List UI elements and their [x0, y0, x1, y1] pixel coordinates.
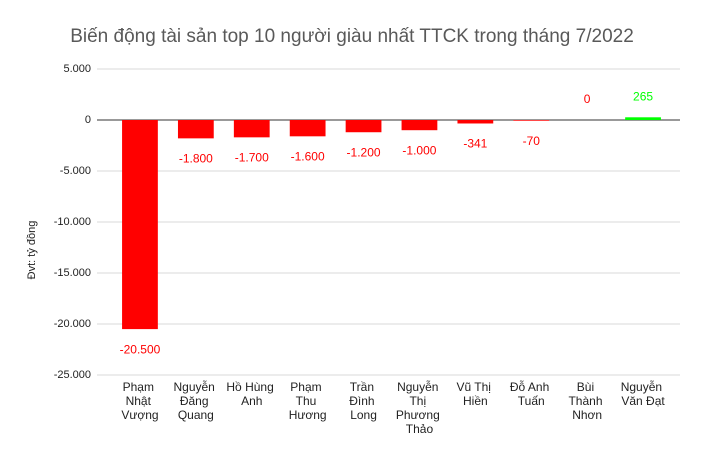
bar — [457, 120, 494, 124]
x-tick-label: Bùi Thành Nhơn — [568, 380, 605, 422]
y-tick-label: -20.000 — [54, 318, 91, 330]
y-tick-label: -25.000 — [54, 369, 91, 381]
value-label: -20.500 — [120, 342, 161, 356]
bar — [345, 120, 382, 133]
value-label: -1.600 — [291, 149, 325, 163]
y-tick-label: 0 — [85, 114, 91, 126]
x-tick-label: Nguyễn Thị Phương Thảo — [396, 379, 443, 436]
value-label: -341 — [463, 137, 487, 151]
x-tick-label: Phạm Thu Hương — [289, 380, 327, 422]
y-tick-label: -15.000 — [54, 267, 91, 279]
value-label: -1.000 — [402, 143, 436, 157]
x-tick-label: Trần Đình Long — [349, 380, 378, 422]
x-tick-label: Đỗ Anh Tuấn — [510, 379, 553, 408]
bar — [122, 120, 158, 330]
y-tick-label: -5.000 — [60, 165, 91, 177]
bar — [401, 120, 438, 131]
value-label: -1.700 — [235, 151, 269, 165]
bar — [233, 120, 270, 138]
y-axis-label: Đvt: tỷ đồng — [26, 221, 38, 280]
value-label: -1.200 — [347, 145, 381, 159]
bar — [625, 117, 661, 120]
value-label: -1.800 — [179, 152, 213, 166]
chart-title: Biến động tài sản top 10 người giàu nhất… — [70, 26, 634, 47]
bar — [289, 120, 326, 137]
x-tick-label: Hồ Hùng Anh — [226, 380, 277, 408]
value-label: 265 — [633, 89, 653, 103]
x-tick-label: Phạm Nhật Vượng — [121, 380, 158, 422]
value-label: 0 — [584, 92, 591, 106]
y-tick-label: -10.000 — [54, 216, 91, 228]
x-tick-label: Nguyễn Văn Đạt — [621, 379, 666, 408]
bar — [177, 120, 214, 139]
bar — [513, 120, 550, 121]
x-tick-label: Vũ Thị Hiền — [456, 380, 494, 408]
value-label: -70 — [523, 134, 541, 148]
x-tick-label: Nguyễn Đăng Quang — [173, 379, 218, 422]
y-tick-label: 5.000 — [63, 63, 91, 75]
